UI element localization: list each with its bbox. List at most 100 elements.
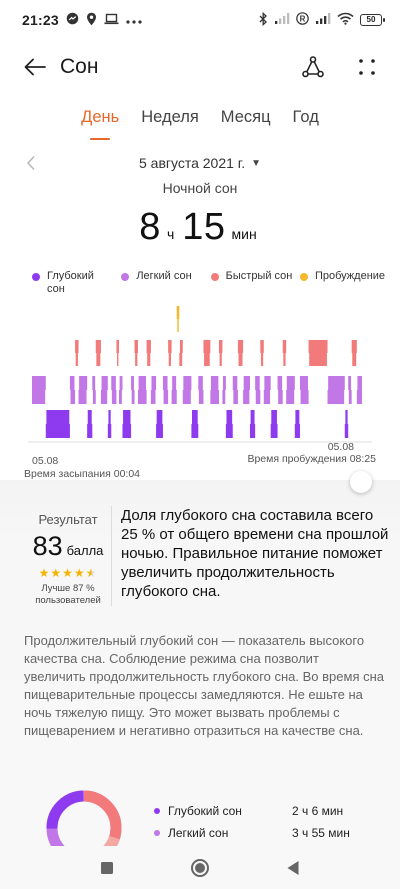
segment-light [69,376,76,404]
segment-light [182,376,192,404]
page-title: Сон [60,55,99,78]
legend-rem-sleep: Быстрый сон [210,270,293,296]
segment-light [150,376,157,404]
segment-light [111,376,117,404]
chart-scrubber-handle[interactable] [350,471,372,493]
tab-day[interactable]: День [79,108,121,142]
system-nav-bar [0,846,400,889]
stat-label: Легкий сон [168,826,229,840]
segment-light [92,376,96,404]
date-selector[interactable]: 5 августа 2021 г. ▼ [0,152,400,174]
stat-value: 3 ч 55 мин [292,826,350,840]
chevron-left-icon [26,155,35,171]
caret-down-icon: ▼ [251,157,261,169]
date-label: 5 августа 2021 г. [138,155,246,171]
legend-dot-awake [299,273,308,281]
segment-rem [134,340,138,366]
segment-light [255,376,261,404]
segment-rem [218,340,223,366]
tab-month[interactable]: Месяц [220,108,271,126]
share-button[interactable] [300,54,326,80]
battery-indicator: 50 [360,14,385,26]
stat-value: 2 ч 6 мин [292,804,344,818]
segment-rem [282,340,287,366]
segment-rem [168,340,172,366]
sleep-advice: Продолжительный глубокий сон — показател… [24,633,385,738]
half-star-icon: ★ [85,566,98,580]
segment-deep [191,410,199,438]
chart-legend: Глубокий сон Легкий сон Быстрый сон Проб… [32,270,385,296]
segment-rem [146,340,151,366]
back-nav-button[interactable] [281,856,305,880]
period-tabs: День Неделя Месяц Год [0,108,400,142]
sleep-start-date: 05.08 [32,455,59,467]
segment-deep [156,410,163,438]
svg-text:R: R [300,14,306,23]
star-icon: ★ [50,566,63,580]
legend-deep-sleep: Глубокий сон [32,270,114,296]
segment-deep [294,410,300,438]
score-unit: балла [66,543,104,558]
segment-light [222,376,226,404]
more-button[interactable] [354,54,380,80]
sleep-type-label: Ночной сон [162,180,238,196]
segment-light [198,376,204,404]
stat-dot-deep [154,808,160,814]
segment-rem [116,340,120,366]
tab-week[interactable]: Неделя [141,108,199,126]
stat-dot-light [154,830,160,836]
sleep-start-label: Время засыпания 00:04 [24,468,141,480]
segment-deep [270,410,278,438]
better-than-users: Лучше 87 % пользователей [35,583,101,606]
home-button[interactable] [188,856,212,880]
status-time: 21:23 [22,12,59,28]
laptop-icon [104,12,119,28]
more-notifications-icon [126,12,142,28]
segment-rem [179,340,183,366]
segment-rem [75,340,79,366]
stat-row-deep: Глубокий сон 2 ч 6 мин [154,800,354,822]
previous-date-button[interactable] [26,152,44,174]
legend-dot-rem [210,273,219,281]
score-value: 83 [32,531,63,561]
rating-stars: ★★★★★ [26,566,110,580]
sleep-duration: 8 ч 15 мин [0,206,400,249]
duration-hours-unit: ч [166,226,175,242]
signal-1-icon [274,12,290,28]
segment-rem [260,340,264,366]
share-icon [302,56,324,78]
segment-light [171,376,177,404]
triangle-back-icon [287,860,299,875]
tab-year[interactable]: Год [292,108,319,126]
segment-light [286,376,295,404]
segment-light [299,376,309,404]
score-value-row: 83 балла [26,531,110,562]
segment-deep [249,410,256,438]
roaming-icon: R [296,12,309,28]
more-dots-icon [359,59,375,75]
segment-rem [308,340,328,366]
star-icon: ★ [38,566,51,580]
segment-deep [87,410,93,438]
segment-deep [122,410,132,438]
sleep-summary: Доля глубокого сна составила всего 25 % … [121,507,389,600]
sleep-stages-chart[interactable] [24,300,376,450]
star-icon: ★ [73,566,86,580]
location-icon [86,12,97,29]
segment-light [100,376,108,404]
app-bar: Сон [0,44,400,90]
segment-light [78,376,88,404]
messenger-icon [66,12,79,28]
back-button[interactable] [20,52,50,82]
stat-row-light: Легкий сон 3 ч 55 мин [154,822,354,844]
status-bar: 21:23 R 50 [0,0,400,40]
segment-light [131,376,135,404]
wifi-icon [337,12,354,28]
segment-light [137,376,147,404]
square-icon [100,861,113,874]
segment-deep [225,410,233,438]
segment-light [119,376,123,404]
duration-minutes: 15 [182,206,226,248]
recents-button[interactable] [95,856,119,880]
segment-rem [237,340,244,366]
